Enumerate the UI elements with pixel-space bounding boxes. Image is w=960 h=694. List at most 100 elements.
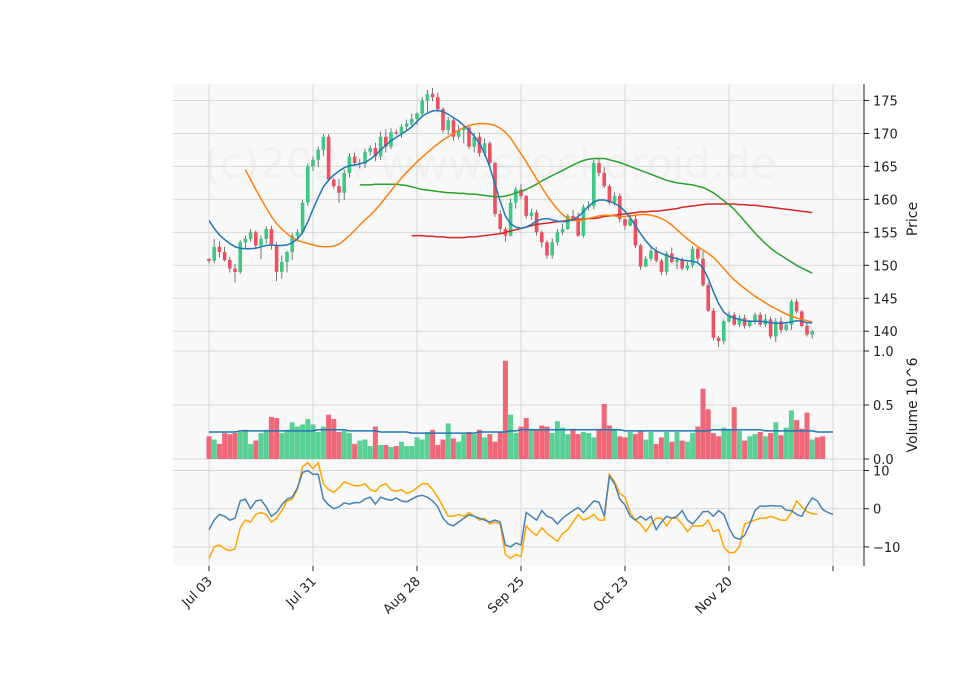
- candle-up: [690, 248, 695, 266]
- volume-bar: [227, 434, 233, 459]
- volume-bar: [721, 427, 727, 459]
- candle-down: [441, 109, 445, 131]
- volume-bar: [393, 446, 399, 459]
- volume-bar: [357, 440, 363, 459]
- volume-bar: [232, 433, 238, 459]
- candle-down: [742, 318, 747, 326]
- candle-up: [675, 260, 679, 262]
- volume-tick-label: 0.0: [873, 453, 894, 468]
- volume-bar: [632, 434, 638, 459]
- oscillator-panel: −10 0 10: [173, 461, 900, 560]
- volume-bar: [497, 432, 503, 459]
- ma-mid-line: [244, 122, 813, 323]
- candle-up: [529, 212, 534, 216]
- volume-bar: [560, 427, 566, 459]
- candle-up: [410, 118, 414, 124]
- candle-up: [300, 202, 305, 233]
- volume-bar: [669, 441, 675, 459]
- candle-down: [633, 219, 638, 246]
- candle-up: [727, 314, 731, 322]
- volume-panel: 0.0 0.5 1.0: [173, 345, 894, 468]
- volume-bar: [326, 414, 332, 459]
- candle-up: [810, 331, 814, 335]
- candle-down: [217, 246, 222, 253]
- candle-down: [711, 310, 716, 338]
- volume-bar: [320, 426, 326, 459]
- candle-up: [753, 314, 757, 322]
- volume-bar: [258, 433, 264, 459]
- price-tick-label: 150: [873, 259, 898, 274]
- volume-bar: [513, 433, 519, 459]
- price-panel: 140 145 150 155 160 165 170 175: [173, 87, 898, 348]
- volume-bar: [534, 429, 540, 459]
- candle-up: [472, 136, 476, 147]
- volume-bar: [471, 434, 477, 459]
- candle-up: [342, 173, 346, 193]
- volume-bar: [456, 441, 462, 459]
- volume-bar: [757, 432, 763, 459]
- candle-up: [404, 123, 409, 127]
- candle-down: [716, 337, 721, 342]
- volume-bar: [622, 437, 628, 459]
- price-tick-label: 175: [873, 94, 898, 109]
- candle-down: [436, 97, 440, 110]
- x-tick-label: Nov 20: [693, 574, 736, 617]
- volume-bar: [523, 417, 529, 459]
- candle-up: [399, 126, 404, 134]
- volume-bar: [300, 424, 306, 459]
- candle-up: [462, 127, 466, 131]
- volume-bar: [414, 437, 420, 459]
- price-tick-label: 155: [873, 226, 898, 241]
- volume-bar: [450, 438, 456, 459]
- volume-bar: [570, 428, 576, 459]
- price-tick-label: 165: [873, 160, 898, 175]
- candle-down: [269, 229, 274, 246]
- candle-down: [332, 179, 336, 187]
- volume-bar: [648, 432, 654, 459]
- volume-bar: [742, 440, 748, 459]
- price-axis-label: Price: [905, 202, 921, 236]
- candle-down: [534, 212, 539, 233]
- volume-bar: [482, 437, 488, 459]
- volume-bar: [762, 436, 768, 459]
- candle-up: [363, 151, 367, 164]
- candle-down: [701, 258, 705, 286]
- candle-down: [706, 285, 710, 311]
- ma-fast-line: [208, 109, 813, 325]
- volume-bar: [627, 432, 633, 459]
- candle-down: [607, 186, 612, 203]
- candle-down: [394, 132, 398, 134]
- volume-bar: [684, 441, 690, 459]
- volume-bar: [804, 412, 810, 459]
- volume-bar: [274, 417, 280, 459]
- volume-bar: [612, 428, 618, 459]
- volume-bar: [331, 419, 337, 459]
- volume-bar: [580, 432, 586, 459]
- volume-bar: [466, 432, 472, 459]
- candle-up: [420, 100, 424, 114]
- candle-up: [248, 232, 253, 239]
- candle-down: [623, 219, 627, 226]
- volume-bar: [690, 433, 696, 459]
- volume-bar: [315, 432, 321, 459]
- candle-up: [389, 132, 393, 147]
- candle-down: [545, 242, 549, 256]
- volume-bar: [794, 420, 800, 459]
- candle-down: [254, 232, 258, 246]
- volume-bar: [378, 444, 384, 459]
- volume-bar: [398, 441, 404, 459]
- candle-down: [233, 268, 237, 272]
- candle-down: [540, 232, 544, 243]
- volume-bar: [352, 443, 358, 459]
- candle-down: [618, 196, 622, 220]
- volume-bar: [736, 430, 742, 459]
- osc-tick-label: 10: [873, 464, 890, 479]
- candle-down: [524, 196, 528, 216]
- candle-up: [347, 156, 352, 173]
- volume-tick-label: 1.0: [873, 345, 894, 360]
- volume-bar: [372, 426, 378, 459]
- candle-up: [311, 159, 315, 167]
- candle-up: [789, 301, 794, 325]
- candle-down: [805, 325, 809, 335]
